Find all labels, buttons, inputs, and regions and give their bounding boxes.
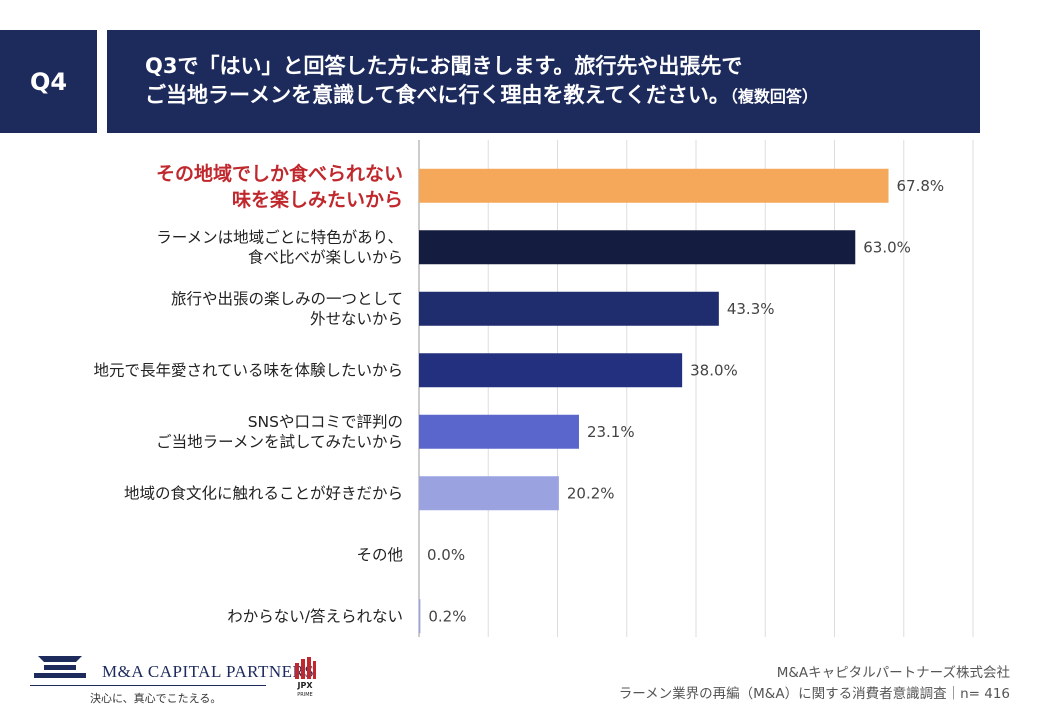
question-line-2-main: ご当地ラーメンを意識して食べに行く理由を教えてください。: [145, 83, 730, 107]
bar-4: [419, 414, 579, 449]
bar-1: [419, 230, 856, 265]
bar-0: [419, 168, 889, 203]
value-label-3: 38.0%: [690, 361, 738, 379]
category-label-2-1: 外せないから: [310, 310, 403, 328]
company-name: M&Aキャピタルパートナーズ株式会社: [776, 665, 1010, 681]
grid-lines: [418, 140, 974, 637]
category-label-0-1: 味を楽しみたいから: [232, 188, 403, 211]
category-label-0-0: その地域でしか食べられない: [156, 162, 403, 185]
category-label-5-0: 地域の食文化に触れることが好きだから: [124, 484, 403, 502]
question-note: （複数回答）: [729, 87, 818, 106]
value-labels: 67.8% 63.0% 43.3% 38.0% 23.1% 20.2% 0.0% 0.2%: [427, 177, 944, 626]
company-logo: M&A CAPITAL PARTNERS 決心に、真心でこたえる。: [30, 650, 314, 710]
logo-mark-icon: [34, 656, 86, 678]
value-label-6: 0.0%: [427, 546, 465, 564]
bar-chart: その地域でしか食べられない味を楽しみたいからラーメンは地域ごとに特色があり、食べ…: [93, 140, 974, 637]
jpx-mark-icon: [295, 657, 316, 679]
logo-name: M&A CAPITAL PARTNERS: [102, 662, 315, 681]
value-label-1: 63.0%: [863, 238, 911, 256]
category-label-3-0: 地元で長年愛されている味を体験したいから: [93, 361, 403, 379]
footer-credit: M&Aキャピタルパートナーズ株式会社 ラーメン業界の再編（M&A）に関する消費者…: [619, 663, 1010, 705]
category-label-4-0: SNSや口コミで評判の: [248, 413, 403, 431]
logo-tagline: 決心に、真心でこたえる。: [90, 693, 222, 705]
bar-3: [419, 353, 683, 388]
value-label-4: 23.1%: [587, 423, 635, 441]
question-box: Q3で「はい」と回答した方にお聞きします。旅行先や出張先で ご当地ラーメンを意識…: [107, 30, 980, 133]
jpx-prime-logo: JPX PRIME: [285, 655, 325, 705]
logo-divider: [30, 685, 266, 686]
survey-info: ラーメン業界の再編（M&A）に関する消費者意識調査｜n= 416: [618, 686, 1010, 702]
jpx-prime-label: PRIME: [297, 692, 313, 698]
category-label-7-0: わからない/答えられない: [227, 607, 403, 625]
value-label-0: 67.8%: [897, 177, 945, 195]
value-label-2: 43.3%: [727, 300, 775, 318]
bar-5: [419, 476, 559, 511]
category-label-6-0: その他: [356, 546, 403, 564]
question-line-2: ご当地ラーメンを意識して食べに行く理由を教えてください。（複数回答）: [145, 81, 980, 111]
bar-7: [419, 599, 421, 634]
question-line-1: Q3で「はい」と回答した方にお聞きします。旅行先や出張先で: [145, 54, 743, 78]
value-label-5: 20.2%: [567, 484, 615, 502]
category-labels: その地域でしか食べられない味を楽しみたいからラーメンは地域ごとに特色があり、食べ…: [93, 162, 403, 626]
category-label-4-1: ご当地ラーメンを試してみたいから: [156, 433, 403, 451]
category-label-2-0: 旅行や出張の楽しみの一つとして: [171, 290, 403, 308]
jpx-label: JPX: [297, 681, 313, 690]
question-badge: Q4: [0, 30, 97, 133]
bar-2: [419, 291, 719, 326]
category-label-1-1: 食べ比べが楽しいから: [248, 248, 403, 266]
bars: [419, 168, 889, 634]
category-label-1-0: ラーメンは地域ごとに特色があり、: [156, 228, 403, 246]
value-label-7: 0.2%: [428, 607, 466, 625]
